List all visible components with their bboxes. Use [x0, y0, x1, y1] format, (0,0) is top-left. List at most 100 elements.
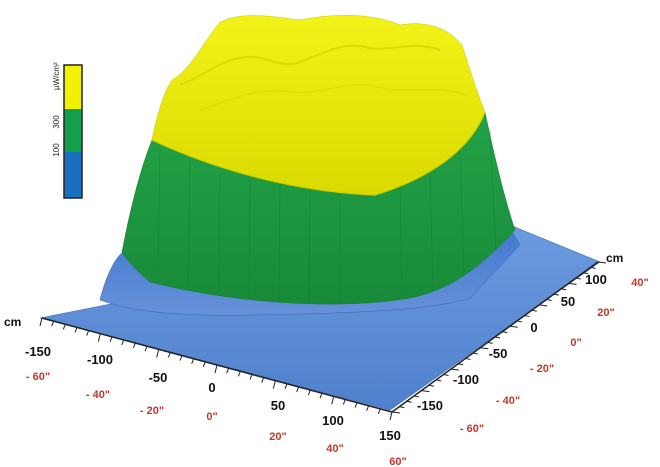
x-axis-cm-tick-label: -50 — [149, 370, 168, 385]
surface-top-ridge — [179, 44, 441, 85]
x-axis-tick — [307, 389, 311, 396]
x-axis-cm-tick-label: -150 — [25, 344, 51, 359]
x-axis-tick — [296, 386, 300, 393]
y-axis-cm-tick-label: -100 — [453, 372, 479, 387]
surface-top-edge — [151, 111, 486, 196]
x-axis-inch-tick-label: 40" — [326, 443, 343, 455]
y-axis-tick — [553, 293, 559, 296]
x-axis-tick — [97, 333, 101, 342]
colorbar-tick-100: 100 — [52, 143, 61, 157]
x-axis-tick — [191, 358, 195, 364]
x-axis-inch-tick-label: - 60" — [26, 371, 50, 383]
x-axis-cm-tick-label: 50 — [271, 398, 285, 413]
x-axis-inch-tick-label: 20" — [269, 431, 286, 443]
surface-top-ridge — [199, 84, 469, 111]
y-axis-tick — [450, 368, 459, 371]
x-axis-tick — [109, 336, 113, 342]
x-axis-cm-tick-label: -100 — [87, 352, 113, 367]
x-axis-tick — [132, 342, 136, 349]
y-axis-tick — [561, 288, 567, 291]
colorbar-tick-300: 300 — [52, 115, 61, 129]
x-axis-tick — [366, 405, 370, 411]
y-axis-tick — [487, 341, 493, 344]
y-axis-tick — [421, 390, 430, 393]
x-axis-tick — [121, 339, 125, 346]
y-axis-inch-tick-label: - 60" — [460, 423, 484, 435]
colorbar-frame — [63, 64, 83, 199]
x-axis-inch-tick-label: 0" — [206, 411, 217, 423]
x-axis-tick — [202, 361, 206, 368]
y-axis-cm-tick-label: -50 — [489, 346, 508, 361]
x-axis-inch-tick-label: - 20" — [140, 405, 164, 417]
y-axis-inch-tick-label: - 20" — [530, 363, 554, 375]
surface-texture — [157, 129, 497, 305]
y-axis-tick — [465, 357, 471, 360]
y-axis-tick — [406, 400, 412, 403]
y-axis-cm-labels: 100 50 0 -50 -100 -150 — [417, 272, 607, 413]
x-axis-tick — [249, 374, 253, 380]
x-axis-tick — [62, 324, 66, 330]
colorbar-band-high — [64, 65, 82, 109]
y-axis-inch-tick-label: 20" — [597, 307, 614, 319]
y-axis-tick — [583, 272, 589, 275]
y-axis-tick — [539, 304, 548, 307]
y-axis-tick — [399, 406, 405, 409]
x-axis-inch-tick-label: - 40" — [86, 389, 110, 401]
y-axis-tick — [458, 363, 464, 366]
x-axis-minor-ticks — [39, 317, 393, 421]
x-axis-tick — [342, 399, 346, 405]
x-axis-tick — [39, 317, 43, 327]
x-axis-tick — [214, 364, 218, 374]
colorbar-unit-label: µW/cm² — [52, 62, 61, 90]
y-axis-inch-tick-label: 40" — [631, 277, 648, 289]
y-axis-tick — [413, 395, 420, 398]
x-axis-tick — [156, 349, 160, 358]
x-axis-tick — [167, 352, 171, 358]
x-axis-tick — [144, 346, 148, 352]
x-axis-tick — [179, 355, 183, 361]
x-axis-unit: cm — [4, 315, 21, 329]
x-axis-tick — [261, 377, 265, 383]
x-axis-tick — [377, 408, 381, 415]
y-axis-tick — [546, 299, 552, 301]
y-axis-tick — [502, 331, 508, 334]
x-axis-tick — [272, 380, 276, 389]
x-axis-inch-tick-label: 60" — [389, 456, 406, 467]
y-axis-tick — [509, 325, 518, 328]
x-axis-inch-labels: - 60" - 40" - 20" 0" 20" 40" 60" — [26, 371, 407, 467]
x-axis: cm -150 -100 -50 0 50 100 150 - 60" - 40" - 20" 0… — [4, 315, 407, 467]
y-axis-tick — [516, 320, 523, 323]
y-axis-cm-tick-label: 100 — [585, 272, 607, 287]
y-axis-tick — [531, 309, 537, 312]
colorbar-band-low — [64, 152, 82, 198]
y-axis-tick — [428, 384, 434, 387]
y-axis-cm-tick-label: 50 — [561, 294, 575, 309]
y-axis-cm-tick-label: -150 — [417, 398, 443, 413]
x-axis-tick — [389, 411, 393, 421]
y-axis-tick — [524, 315, 530, 318]
y-axis-tick — [443, 374, 449, 376]
x-axis-tick — [284, 383, 288, 389]
x-axis-cm-tick-label: 100 — [322, 413, 344, 428]
x-axis-tick — [331, 396, 335, 405]
colorbar-band-mid — [64, 109, 82, 152]
y-axis-unit: cm — [606, 251, 623, 265]
y-axis-tick — [568, 282, 577, 285]
y-axis-minor-ticks — [391, 261, 607, 414]
y-axis-tick — [436, 379, 442, 382]
x-axis-tick — [354, 402, 358, 408]
x-axis-tick — [237, 371, 241, 377]
y-axis: cm 100 50 0 -50 -100 -150 40" 20" 0" - 20" - 40" -… — [391, 251, 649, 435]
x-axis-cm-tick-label: 0 — [208, 380, 215, 395]
y-axis-tick — [494, 336, 501, 339]
x-axis-tick — [74, 327, 78, 333]
x-axis-tick — [51, 320, 55, 327]
y-axis-cm-tick-label: 0 — [530, 320, 537, 335]
y-axis-tick — [472, 352, 479, 355]
y-axis-inch-labels: 40" 20" 0" - 20" - 40" - 60" — [460, 277, 649, 435]
y-axis-tick — [391, 411, 401, 414]
x-axis-tick — [226, 367, 230, 374]
y-axis-tick — [480, 347, 489, 350]
y-axis-tick — [597, 261, 607, 264]
